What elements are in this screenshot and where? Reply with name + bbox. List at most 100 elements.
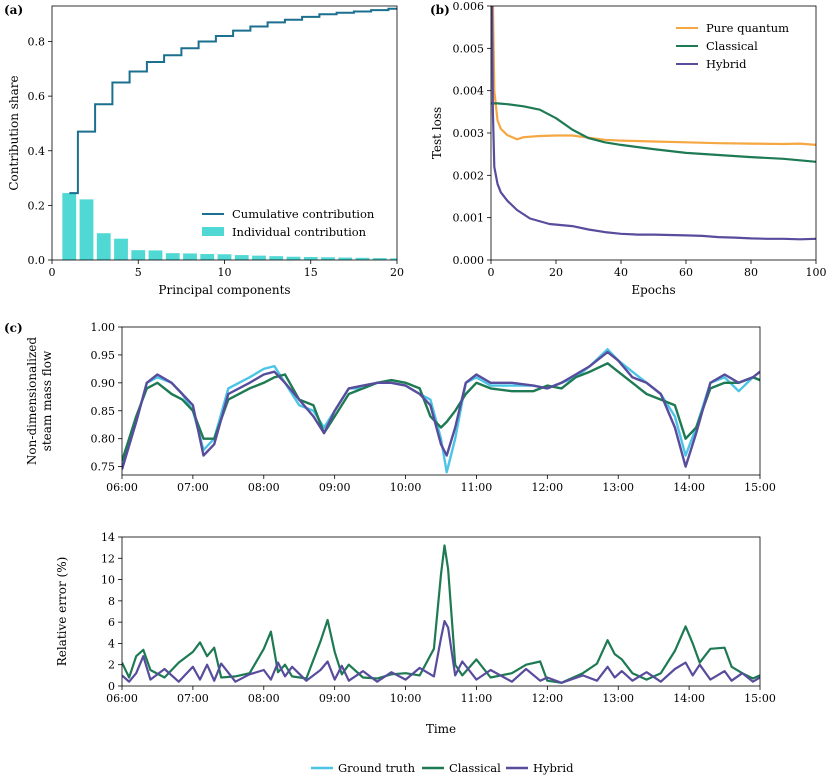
individual-bar	[62, 193, 77, 260]
x-c-tick-label: 09:00	[319, 481, 351, 494]
y-a-tick-label: 0.8	[28, 36, 46, 49]
ground-truth-line	[122, 348, 760, 474]
individual-bar	[338, 257, 353, 260]
plot-frame	[121, 326, 761, 476]
panel-label: (a)	[4, 3, 23, 17]
y-d-tick-label: 14	[101, 531, 115, 544]
y-axis-label: Contribution share	[7, 75, 21, 190]
individual-bar	[303, 256, 318, 260]
hybrid-error-line	[122, 619, 760, 684]
y-d-tick-label: 0	[108, 680, 115, 693]
y-axis-label: Relative error (%)	[55, 557, 69, 667]
plot-area-c	[122, 348, 760, 474]
x-axis-label: Principal components	[158, 283, 290, 297]
panel-c-error: 06:00 07:00 08:00 09:00 10:00 11:00 12:00 13:00…	[55, 531, 776, 736]
individual-bar	[200, 253, 215, 260]
y-d-tick-label: 10	[101, 574, 115, 587]
individual-bar	[390, 258, 397, 260]
legend-label-hybrid: Hybrid	[533, 761, 574, 775]
y-axis-label: Test loss	[430, 107, 444, 159]
legend-label-hybrid: Hybrid	[706, 57, 747, 71]
x-d-tick-label: 08:00	[248, 692, 280, 705]
individual-bar	[131, 250, 146, 260]
individual-bar	[355, 257, 370, 260]
y-d-tick-label: 8	[108, 595, 115, 608]
legend-label-ground-truth: Ground truth	[338, 761, 416, 775]
x-c-tick-label: 08:00	[248, 481, 280, 494]
individual-bar	[183, 253, 197, 260]
y-b-tick-label: 0.006	[453, 0, 485, 13]
y-axis-label-line2: steam mass flow	[40, 350, 54, 451]
x-c-tick-label: 07:00	[177, 481, 209, 494]
x-axis-label: Time	[426, 722, 456, 736]
plot-frame	[121, 536, 761, 687]
x-a-tick-label: 15	[304, 266, 318, 279]
y-d-tick-label: 4	[108, 637, 115, 650]
panel-label: (b)	[430, 3, 450, 17]
individual-bar	[286, 256, 301, 260]
x-b-tick-label: 20	[549, 266, 563, 279]
panel-c-flow: 06:00 07:00 08:00 09:00 10:00 11:00 12:00 13:00…	[4, 321, 776, 494]
x-c-tick-label: 06:00	[106, 481, 138, 494]
plot-area-a	[62, 7, 397, 260]
y-a-tick-label: 0.2	[28, 199, 46, 212]
x-d-tick-label: 09:00	[319, 692, 351, 705]
panel-label: (c)	[4, 321, 23, 335]
individual-bar	[96, 233, 111, 260]
y-b-tick-label: 0.001	[453, 212, 485, 225]
plot-area-b	[491, 6, 816, 241]
x-a-tick-label: 20	[390, 266, 404, 279]
x-b-tick-label: 60	[679, 266, 693, 279]
y-a-tick-label: 0.4	[28, 145, 46, 158]
individual-bar	[79, 199, 94, 260]
classical-line	[491, 102, 816, 163]
y-c-tick-label: 1.00	[91, 321, 116, 334]
x-c-tick-label: 13:00	[602, 481, 634, 494]
x-b-tick-label: 0	[488, 266, 495, 279]
y-axis-label: Non-dimensionalizedsteam mass flow	[25, 337, 54, 465]
individual-bar	[234, 255, 249, 260]
cumulative-step-line	[69, 7, 397, 195]
individual-bar	[372, 258, 387, 260]
bottom-legend: Ground truth Classical Hybrid	[311, 761, 574, 775]
hybrid-line	[122, 350, 760, 470]
x-d-tick-label: 15:00	[744, 692, 776, 705]
x-d-tick-label: 10:00	[390, 692, 422, 705]
y-b-tick-label: 0.000	[453, 254, 485, 267]
plot-frame	[51, 5, 398, 261]
legend-swatch-individual	[202, 227, 224, 236]
legend-label-pure-quantum: Pure quantum	[706, 21, 789, 35]
plot-area-d	[122, 544, 760, 684]
y-b-tick-label: 0.002	[453, 169, 485, 182]
y-c-tick-label: 0.85	[91, 405, 116, 418]
x-a-tick-label: 5	[135, 266, 142, 279]
individual-bar	[217, 254, 232, 260]
pure-quantum-line	[491, 6, 816, 146]
y-b-tick-label: 0.004	[453, 85, 485, 98]
individual-bar	[165, 253, 180, 260]
hybrid-line	[491, 6, 816, 241]
x-d-tick-label: 13:00	[602, 692, 634, 705]
y-c-tick-label: 0.90	[91, 377, 116, 390]
individual-bar	[252, 255, 266, 260]
y-axis-label-line1: Non-dimensionalized	[25, 337, 39, 465]
x-b-tick-label: 40	[614, 266, 628, 279]
x-c-tick-label: 11:00	[461, 481, 493, 494]
y-c-tick-label: 0.80	[91, 433, 116, 446]
y-c-tick-label: 0.95	[91, 349, 116, 362]
panel-b: 0 20 40 60 80 100 0.000 0.001 0.002 0.003 0.004 0.0…	[430, 0, 827, 297]
x-c-tick-label: 12:00	[531, 481, 563, 494]
x-b-tick-label: 80	[744, 266, 758, 279]
y-d-tick-label: 12	[101, 552, 115, 565]
x-c-tick-label: 10:00	[390, 481, 422, 494]
x-d-tick-label: 06:00	[106, 692, 138, 705]
x-d-tick-label: 12:00	[531, 692, 563, 705]
legend-label-individual: Individual contribution	[232, 225, 367, 239]
y-b-tick-label: 0.003	[453, 127, 485, 140]
individual-bar	[148, 250, 163, 260]
individual-bar	[321, 257, 335, 260]
panel-a: 0 5 10 15 20 0.0 0.2 0.4 0.6 0.8 Principal compone…	[4, 3, 404, 297]
x-d-tick-label: 07:00	[177, 692, 209, 705]
x-axis-label: Epochs	[631, 283, 675, 297]
